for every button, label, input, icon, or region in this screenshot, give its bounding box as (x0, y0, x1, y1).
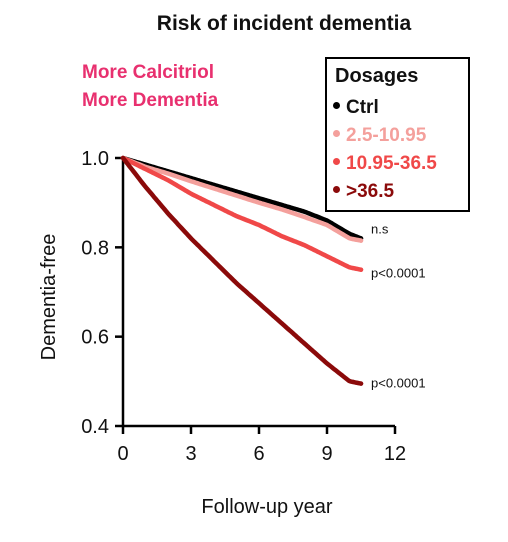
y-tick-label: 0.8 (81, 237, 109, 259)
legend: Dosages Ctrl 2.5-10.95 10.95-36.5 >36.5 (325, 57, 470, 212)
legend-marker (333, 130, 340, 138)
legend-title: Dosages (335, 65, 419, 87)
x-tick-label: 0 (117, 443, 128, 465)
legend-item: 10.95-36.5 (333, 153, 437, 175)
x-tick-label: 12 (384, 443, 406, 465)
y-tick-label: 0.6 (81, 327, 109, 349)
series-point (354, 237, 359, 242)
x-tick-label: 6 (253, 443, 264, 465)
y-axis-label: Dementia-free (38, 234, 60, 361)
annotation-more-dementia: More Dementia (82, 90, 219, 111)
p-value-label: n.s (371, 221, 389, 236)
series-point (358, 381, 364, 386)
legend-label: >36.5 (346, 181, 395, 202)
legend-marker (333, 102, 340, 110)
y-tick-label: 0.4 (81, 416, 109, 438)
series-line (120, 155, 364, 272)
x-tick-label: 9 (321, 443, 332, 465)
legend-label: 2.5-10.95 (346, 125, 427, 146)
series-point (350, 265, 356, 271)
series-line (120, 155, 364, 243)
legend-item: 2.5-10.95 (333, 125, 426, 147)
x-axis-label: Follow-up year (201, 496, 333, 518)
p-value-label: p<0.0001 (371, 266, 426, 281)
chart-title: Risk of incident dementia (156, 12, 412, 35)
series-point (350, 379, 356, 385)
legend-label: Ctrl (346, 97, 379, 118)
y-tick-label: 1.0 (81, 148, 109, 170)
legend-marker (333, 158, 340, 166)
legend-marker (333, 186, 340, 194)
series-point (350, 233, 356, 238)
series-point (354, 380, 359, 385)
series-point (358, 238, 364, 243)
legend-label: 10.95-36.5 (346, 153, 437, 174)
x-tick-label: 3 (185, 443, 196, 465)
legend-item: >36.5 (333, 181, 394, 203)
legend-item: Ctrl (333, 97, 379, 119)
series-line (120, 155, 364, 386)
series-point (354, 266, 359, 271)
annotation-more-calcitriol: More Calcitriol (82, 62, 214, 83)
series-point (350, 236, 356, 242)
series-point (358, 267, 364, 272)
p-value-label: p<0.0001 (371, 376, 426, 391)
